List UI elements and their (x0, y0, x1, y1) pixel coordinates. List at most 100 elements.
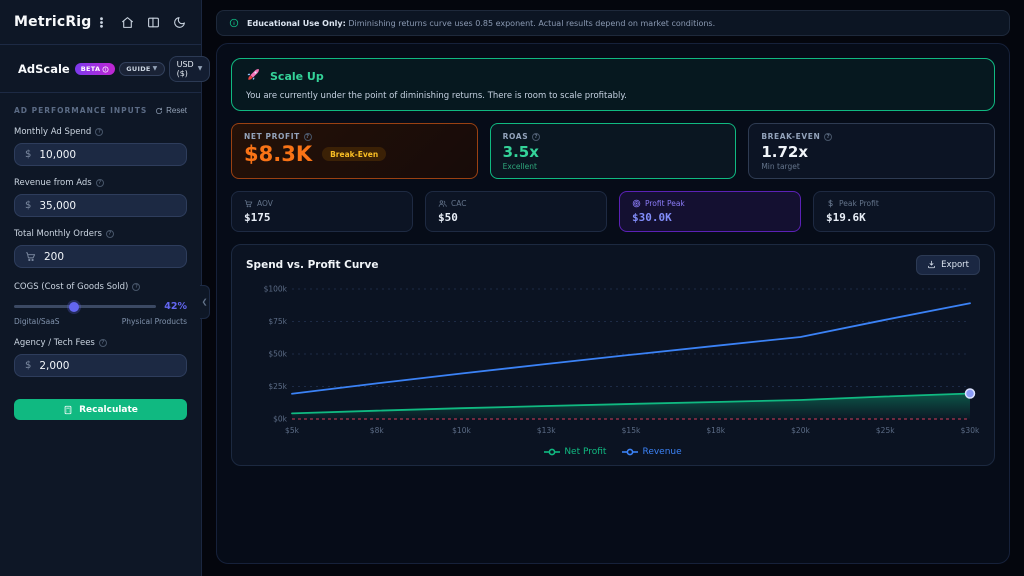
help-icon[interactable]: ? (824, 132, 833, 141)
divider (0, 44, 201, 45)
break-even-card: BREAK-EVEN ? 1.72x Min target (748, 123, 995, 179)
dollar-prefix: $ (25, 149, 32, 160)
help-icon[interactable]: ? (105, 230, 114, 238)
help-icon[interactable]: ? (95, 128, 104, 136)
brand-logo: MetricRig (14, 14, 92, 30)
currency-value: USD ($) (176, 60, 194, 78)
help-icon[interactable]: ? (303, 132, 312, 141)
break-even-value: 1.72x (761, 143, 809, 161)
aov-value: $175 (244, 210, 271, 224)
disclaimer-banner: Educational Use Only: Diminishing return… (216, 10, 1010, 36)
field-label: Monthly Ad Spend (14, 127, 92, 137)
legend-marker-icon (622, 448, 639, 455)
cogs-control: COGS (Cost of Goods Sold) ? 42% Digital/… (14, 282, 187, 326)
beta-badge[interactable]: BETA (74, 63, 116, 75)
app-switcher-row: AdScale BETA GUIDE ▼ USD ($) ▼ (14, 56, 211, 82)
cac-card: CAC $50 (425, 190, 607, 232)
svg-text:$5k: $5k (285, 426, 300, 435)
field-label-row: COGS (Cost of Goods Sold) ? (14, 282, 187, 292)
revenue-input[interactable] (39, 199, 176, 212)
field-orders: Total Monthly Orders ? (14, 229, 187, 268)
cogs-slider-thumb[interactable] (68, 301, 79, 312)
orders-input-box (14, 245, 187, 268)
help-icon[interactable]: ? (132, 283, 141, 291)
chevron-left-icon: ❮ (201, 298, 208, 306)
field-label-row: Revenue from Ads ? (14, 178, 187, 188)
cogs-scale-labels: Digital/SaaS Physical Products (14, 317, 187, 326)
recalculate-label: Recalculate (79, 404, 138, 415)
metric-label-row: AOV (244, 199, 400, 208)
orders-input[interactable] (44, 250, 176, 263)
download-icon (928, 260, 936, 269)
fees-input-box: $ (14, 354, 187, 377)
kebab-menu-icon[interactable] (93, 14, 109, 30)
metric-label: BREAK-EVEN (761, 132, 821, 141)
field-label: Agency / Tech Fees (14, 338, 95, 348)
help-icon[interactable]: ? (98, 339, 107, 347)
metric-label-row: NET PROFIT ? (244, 132, 465, 141)
help-icon[interactable]: ? (532, 132, 541, 141)
cogs-slider-row: 42% (14, 301, 187, 312)
chart-title: Spend vs. Profit Curve (246, 258, 379, 271)
ad-spend-input[interactable] (39, 148, 176, 161)
svg-text:$30k: $30k (961, 426, 980, 435)
dollar-prefix: $ (25, 360, 32, 371)
refresh-icon (156, 107, 163, 114)
guide-label: GUIDE (126, 65, 151, 73)
metric-label: CAC (451, 198, 467, 208)
ad-spend-input-box: $ (14, 143, 187, 166)
cart-icon (244, 199, 253, 207)
chart-card: Spend vs. Profit Curve Export $0k $25k $50… (231, 243, 995, 466)
recalculate-button[interactable]: Recalculate (14, 399, 187, 420)
export-button[interactable]: Export (916, 254, 980, 275)
field-label-row: Total Monthly Orders ? (14, 229, 187, 239)
fees-input[interactable] (39, 359, 176, 372)
guide-button[interactable]: GUIDE ▼ (119, 62, 165, 76)
roas-subtext: Excellent (502, 161, 537, 171)
svg-text:$15k: $15k (622, 426, 641, 435)
metric-label: ROAS (502, 132, 529, 141)
sidebar-collapse-handle[interactable]: ❮ (200, 285, 210, 319)
svg-text:$18k: $18k (706, 426, 725, 435)
export-label: Export (941, 259, 969, 270)
metric-label: AOV (257, 198, 273, 208)
reset-label: Reset (166, 106, 187, 115)
reset-button[interactable]: Reset (155, 106, 187, 115)
panels-icon[interactable] (145, 14, 161, 30)
alert-text: You are currently under the point of dim… (246, 91, 627, 101)
moon-icon[interactable] (171, 14, 187, 30)
profit-peak-value: $30.0K (632, 210, 672, 224)
aov-card: AOV $175 (231, 190, 413, 232)
svg-text:$75k: $75k (268, 317, 287, 326)
currency-select[interactable]: USD ($) ▼ (168, 56, 211, 82)
svg-text:$50k: $50k (268, 349, 287, 358)
net-profit-card: NET PROFIT ? $8.3K Break-Even (231, 123, 478, 179)
cart-icon (25, 252, 36, 262)
chart-header: Spend vs. Profit Curve Export (246, 254, 980, 275)
field-ad-spend: Monthly Ad Spend ? $ (14, 127, 187, 166)
info-icon (229, 18, 239, 28)
legend-marker-icon (544, 448, 561, 455)
svg-text:$25k: $25k (876, 426, 895, 435)
secondary-metrics-row: AOV $175 CAC $50 Profit Peak (231, 190, 995, 232)
spend-profit-chart: $0k $25k $50k $75k $100k $5k $8k $10k $13k $15k $1… (264, 284, 980, 435)
help-icon[interactable]: ? (95, 179, 104, 187)
metric-label: NET PROFIT (244, 132, 300, 141)
users-icon (438, 199, 447, 207)
cogs-slider-track[interactable] (14, 301, 157, 312)
header-icons (93, 14, 187, 30)
calculator-icon (64, 405, 72, 414)
net-profit-value-row: $8.3K Break-Even (244, 142, 465, 166)
metric-label-row: Profit Peak (632, 199, 788, 208)
profit-peak-card: Profit Peak $30.0K (619, 190, 801, 232)
content-panel: Scale Up You are currently under the poi… (216, 43, 1010, 564)
break-even-badge: Break-Even (322, 147, 387, 162)
svg-text:$0k: $0k (273, 414, 288, 423)
dollar-prefix: $ (25, 200, 32, 211)
cogs-left-label: Digital/SaaS (14, 317, 60, 326)
home-icon[interactable] (119, 14, 135, 30)
cogs-label: COGS (Cost of Goods Sold) (14, 282, 129, 292)
metric-label-row: CAC (438, 199, 594, 208)
disclaimer-body: Diminishing returns curve uses 0.85 expo… (345, 18, 716, 28)
